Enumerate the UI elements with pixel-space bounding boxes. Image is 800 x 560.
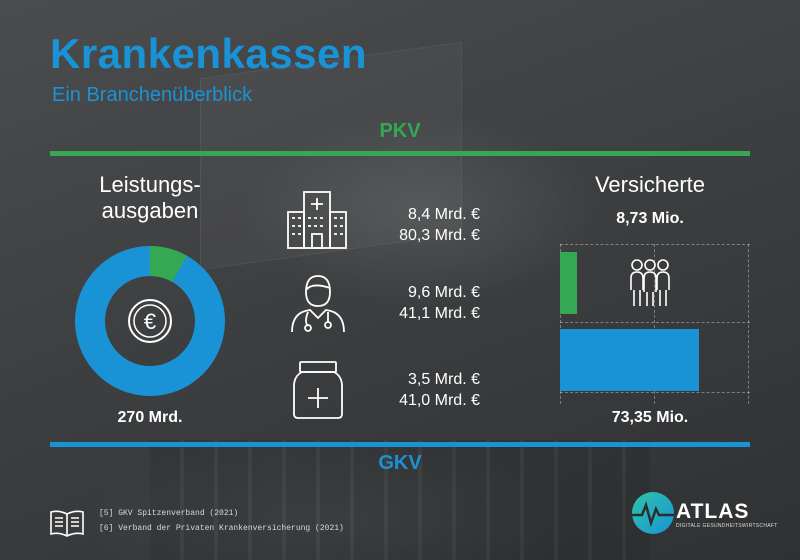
spending-total: 270 Mrd. xyxy=(117,409,183,426)
chart-grid-line xyxy=(560,244,561,404)
book-icon xyxy=(50,510,84,537)
medicine-bottle-icon xyxy=(293,361,343,419)
logo-tagline: DIGITALE GESUNDHEITSWIRTSCHAFT xyxy=(676,523,778,529)
chart-grid-line xyxy=(560,244,750,245)
doctor-gkv-value: 41,1 Mrd. € xyxy=(399,305,480,322)
page-subtitle: Ein Branchenüberblick xyxy=(52,84,253,106)
medication-pkv-value: 3,5 Mrd. € xyxy=(407,371,480,388)
doctor-pkv-value: 9,6 Mrd. € xyxy=(407,284,480,301)
hospital-icon xyxy=(287,191,347,249)
pkv-divider xyxy=(50,151,750,156)
insured-pkv-value: 8,73 Mio. xyxy=(616,210,684,227)
chart-grid-line xyxy=(560,392,750,393)
source-item: [5] GKV Spitzenverband (2021) xyxy=(99,509,239,518)
spending-title-line1: Leistungs- xyxy=(99,172,201,197)
donut-pkv-segment xyxy=(149,246,187,283)
doctor-values: 9,6 Mrd. € 41,1 Mrd. € xyxy=(340,282,480,324)
chart-grid-line xyxy=(560,322,750,323)
gkv-divider xyxy=(50,442,750,447)
chart-grid-line xyxy=(654,244,655,404)
euro-coin-icon: € xyxy=(128,299,172,343)
spending-title-line2: ausgaben xyxy=(101,198,199,223)
hospital-gkv-value: 80,3 Mrd. € xyxy=(399,227,480,244)
insured-gkv-value: 73,35 Mio. xyxy=(611,409,689,426)
svg-text:€: € xyxy=(144,309,156,334)
chart-grid-line xyxy=(748,244,749,404)
atlas-logo-icon xyxy=(632,492,674,534)
medication-gkv-value: 41,0 Mrd. € xyxy=(399,392,480,409)
people-group-icon xyxy=(630,259,670,306)
spending-donut-chart: € xyxy=(75,246,225,396)
doctor-icon xyxy=(291,275,345,333)
bar-pkv xyxy=(560,252,577,314)
background-keyboard xyxy=(150,440,650,560)
logo-name: ATLAS xyxy=(676,500,750,523)
bar-gkv xyxy=(560,329,700,391)
insured-title: Versicherte xyxy=(594,172,706,197)
gkv-section-label: GKV xyxy=(378,452,422,474)
hospital-pkv-value: 8,4 Mrd. € xyxy=(407,206,480,223)
insured-bar-chart xyxy=(560,244,750,404)
hospital-values: 8,4 Mrd. € 80,3 Mrd. € xyxy=(340,204,480,246)
page-title: Krankenkassen xyxy=(50,30,368,77)
source-item: [6] Verband der Privaten Krankenversiche… xyxy=(99,524,344,533)
spending-title: Leistungs- ausgaben xyxy=(70,172,230,224)
pkv-section-label: PKV xyxy=(379,120,421,142)
medication-values: 3,5 Mrd. € 41,0 Mrd. € xyxy=(340,369,480,411)
